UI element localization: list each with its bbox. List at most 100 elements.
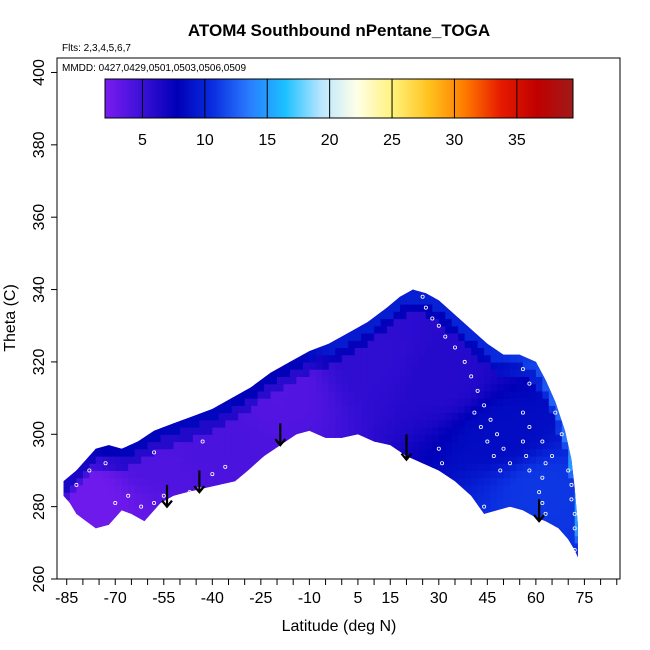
observation-point [452, 345, 457, 350]
heatmap-cell [484, 333, 492, 341]
heatmap-cell [257, 535, 265, 544]
heatmap-cell [322, 441, 330, 450]
heatmap-cell [102, 354, 110, 363]
heatmap-cell [484, 369, 492, 377]
heatmap-cell [154, 557, 161, 565]
heatmap-cell [425, 311, 433, 320]
heatmap-cell [516, 318, 524, 327]
heatmap-cell [89, 405, 97, 414]
heatmap-cell [490, 304, 498, 312]
heatmap-cell [205, 484, 213, 493]
heatmap-cell [257, 361, 265, 370]
heatmap-cell [173, 340, 181, 348]
heatmap-cell [458, 333, 466, 341]
heatmap-cell [264, 311, 272, 320]
heatmap-cell [199, 528, 207, 537]
heatmap-cell [134, 441, 142, 450]
heatmap-cell [95, 550, 103, 558]
heatmap-cell [160, 513, 168, 522]
heatmap-cell [374, 441, 382, 450]
heatmap-cell [251, 441, 259, 450]
heatmap-cell [367, 477, 375, 486]
heatmap-cell [328, 535, 336, 544]
heatmap-cell [568, 492, 576, 500]
heatmap-cell [568, 304, 576, 312]
heatmap-cell [277, 499, 285, 508]
heatmap-cell [302, 528, 310, 537]
heatmap-cell [102, 528, 110, 537]
heatmap-cell [186, 470, 194, 479]
heatmap-cell [212, 448, 220, 457]
heatmap-cell [167, 412, 175, 421]
heatmap-cell [490, 521, 498, 529]
heatmap-cell [445, 325, 453, 334]
heatmap-cell [354, 513, 362, 522]
heatmap-cell [490, 354, 498, 363]
heatmap-cell [432, 521, 440, 529]
heatmap-cell [290, 325, 298, 334]
heatmap-cell [264, 565, 271, 573]
heatmap-cell [108, 535, 116, 544]
heatmap-cell [302, 499, 310, 508]
heatmap-cell [361, 528, 369, 537]
heatmap-cell [121, 333, 129, 341]
heatmap-cell [192, 513, 200, 522]
heatmap-cell [581, 528, 588, 536]
heatmap-cell [251, 456, 259, 464]
heatmap-cell [464, 333, 472, 341]
heatmap-cell [425, 484, 433, 493]
heatmap-cell [484, 528, 492, 537]
heatmap-cell [568, 441, 576, 450]
heatmap-cell [581, 376, 588, 384]
heatmap-cell [283, 535, 291, 544]
heatmap-cell [102, 521, 110, 529]
heatmap-cell [186, 456, 194, 464]
heatmap-cell [335, 427, 343, 435]
y-tick-label: 280 [31, 493, 48, 520]
heatmap-cell [89, 565, 96, 573]
heatmap-cell [497, 419, 505, 428]
heatmap-cell [95, 383, 103, 392]
heatmap-cell [516, 347, 524, 356]
heatmap-cell [497, 289, 505, 298]
heatmap-cell [510, 304, 518, 312]
heatmap-cell [387, 347, 395, 356]
heatmap-cell [451, 398, 459, 406]
heatmap-cell [244, 521, 252, 529]
heatmap-cell [548, 325, 556, 334]
heatmap-cell [438, 499, 446, 508]
heatmap-cell [63, 398, 71, 406]
heatmap-cell [374, 427, 382, 435]
heatmap-cell [510, 296, 518, 305]
heatmap-cell [335, 565, 342, 573]
heatmap-cell [160, 296, 168, 305]
heatmap-cell [108, 492, 116, 500]
heatmap-cell [497, 492, 505, 500]
heatmap-cell [141, 296, 149, 305]
heatmap-cell [354, 333, 362, 341]
heatmap-cell [380, 289, 388, 291]
heatmap-cell [244, 325, 252, 334]
heatmap-cell [568, 376, 576, 385]
heatmap-cell [205, 289, 213, 291]
heatmap-cell [522, 456, 530, 464]
heatmap-cell [503, 441, 511, 450]
heatmap-cell [238, 557, 245, 565]
heatmap-cell [251, 354, 259, 363]
observation-point [527, 381, 532, 386]
heatmap-cell [231, 361, 239, 370]
colorbar-tick-label: 5 [138, 132, 147, 149]
heatmap-cell [458, 463, 466, 471]
arrow-marker [533, 499, 545, 523]
heatmap-cell [283, 325, 291, 334]
heatmap-cell [212, 419, 220, 428]
heatmap-cell [309, 376, 317, 385]
heatmap-cell [115, 528, 123, 537]
heatmap-cell [134, 542, 142, 551]
heatmap-cell [471, 456, 479, 464]
heatmap-cell [510, 347, 518, 356]
heatmap-cell [367, 390, 375, 399]
heatmap-cell [490, 441, 498, 450]
heatmap-cell [522, 361, 530, 370]
heatmap-cell [167, 347, 175, 356]
